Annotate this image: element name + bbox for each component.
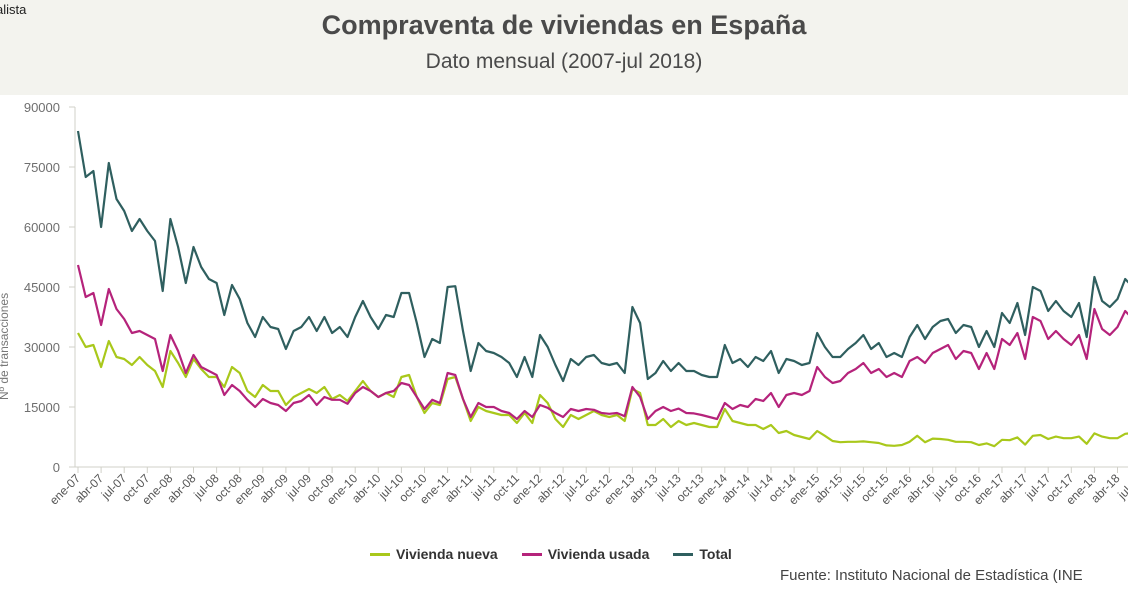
y-axis: 0 15000 30000 45000 60000 75000 90000 <box>24 100 76 475</box>
legend-swatch <box>370 552 390 556</box>
y-tick-label: 75000 <box>24 160 60 175</box>
legend-item-total: Total <box>673 546 732 562</box>
y-tick-label: 90000 <box>24 100 60 115</box>
legend-label: Vivienda nueva <box>396 546 498 562</box>
legend-item-usada: Vivienda usada <box>521 546 650 562</box>
source-note: Fuente: Instituto Nacional de Estadístic… <box>780 567 1083 584</box>
legend-label: Vivienda usada <box>547 546 650 562</box>
legend-label: Total <box>699 546 732 562</box>
y-tick-label: 30000 <box>24 340 60 355</box>
legend-swatch <box>521 552 542 556</box>
series-line-vivienda-nueva <box>77 332 1128 448</box>
chart-header: alista Compraventa de viviendas en Españ… <box>0 0 1128 95</box>
legend: Vivienda nueva Vivienda usada Total <box>370 546 732 562</box>
logo-text: alista <box>0 2 27 17</box>
chart-subtitle: Dato mensual (2007-jul 2018) <box>425 50 703 73</box>
series-line-total <box>76 130 1128 383</box>
y-tick-label: 60000 <box>24 220 60 235</box>
y-tick-label: 45000 <box>24 280 60 295</box>
chart-title: Compraventa de viviendas en España <box>321 10 807 40</box>
y-axis-label: Nº de transacciones <box>0 293 11 400</box>
x-axis: ene-07abr-07jul-07oct-07ene-08abr-08jul-… <box>47 466 1128 508</box>
series-lines <box>76 130 1128 448</box>
legend-swatch <box>673 552 694 556</box>
y-tick-label: 0 <box>53 460 60 475</box>
series-line-vivienda-usada <box>76 264 1128 421</box>
legend-item-nueva: Vivienda nueva <box>370 546 498 562</box>
y-tick-label: 15000 <box>24 400 60 415</box>
